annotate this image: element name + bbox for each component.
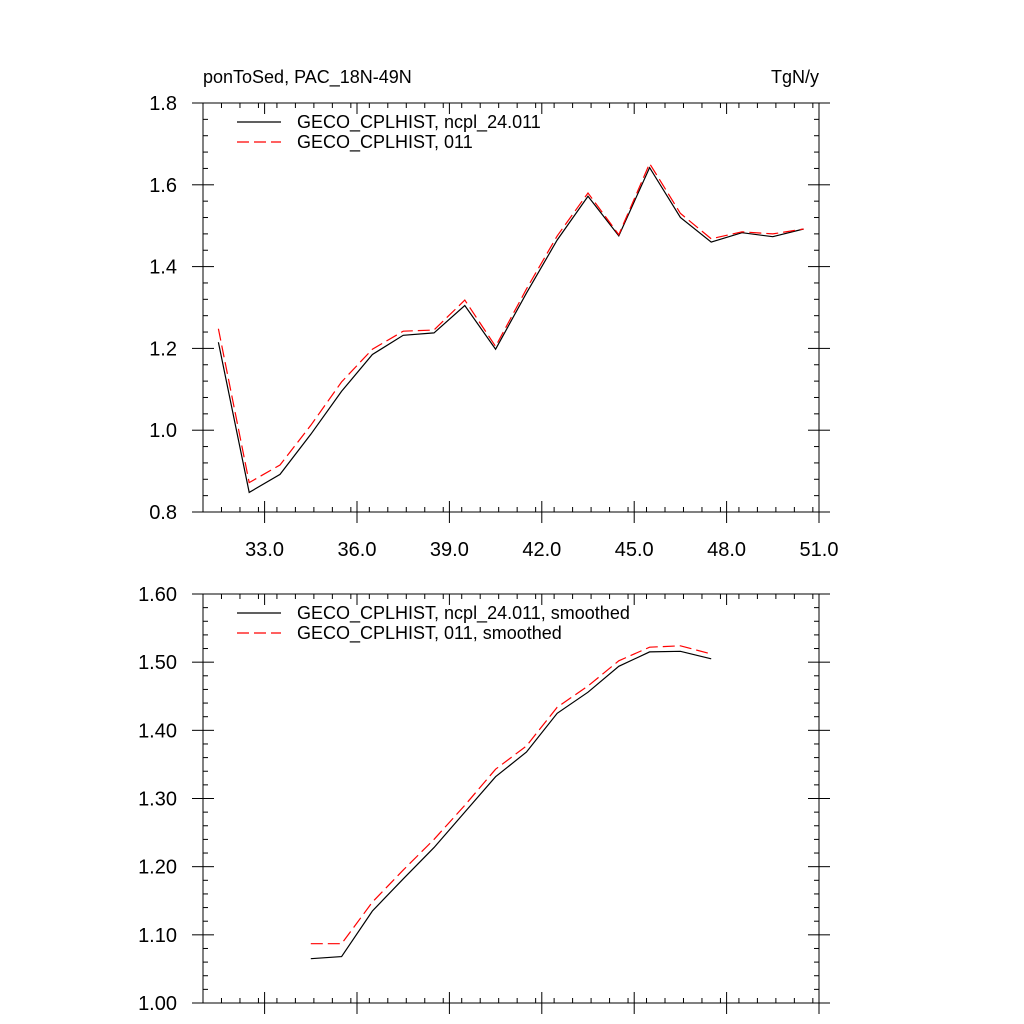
- y-tick-label: 1.6: [149, 175, 177, 197]
- x-tick-label: 45.0: [615, 539, 654, 561]
- y-tick-label: 1.40: [138, 720, 177, 742]
- x-tick-label: 42.0: [522, 539, 561, 561]
- y-tick-label: 0.8: [149, 502, 177, 524]
- legend-label-0: GECO_CPLHIST, ncpl_24.011: [297, 112, 541, 133]
- chart-title-right: TgN/y: [771, 67, 819, 87]
- x-tick-label: 51.0: [800, 539, 839, 561]
- x-tick-label: 36.0: [338, 539, 377, 561]
- y-tick-label: 1.4: [149, 257, 177, 279]
- x-tick-label: 39.0: [430, 539, 469, 561]
- x-tick-label: 48.0: [707, 539, 746, 561]
- chart-title-left: ponToSed, PAC_18N-49N: [203, 67, 412, 88]
- y-tick-label: 1.30: [138, 789, 177, 811]
- plot-frame: [202, 593, 820, 1004]
- y-tick-label: 1.0: [149, 420, 177, 442]
- bottom-panel: 1.00 1.10 1.20 1.30 1.40 1.50 1.60 GECO_CPLHIST…: [138, 584, 830, 1015]
- y-tick-label: 1.8: [149, 93, 177, 115]
- series-line-1: [217, 162, 804, 484]
- series-line-0: [310, 650, 712, 960]
- top-panel: 33.0 36.0 39.0 42.0 45.0 48.0 51.0 0.8 1.0 1.2 1.4…: [149, 93, 838, 561]
- y-tick-label: 1.10: [138, 925, 177, 947]
- y-tick-label: 1.2: [149, 338, 177, 360]
- x-tick-label: 33.0: [245, 539, 284, 561]
- y-tick-label: 1.00: [138, 993, 177, 1015]
- legend-label-1: GECO_CPLHIST, 011, smoothed: [297, 623, 562, 644]
- plot-frame: [202, 102, 820, 513]
- y-tick-label: 1.50: [138, 652, 177, 674]
- series-line-0: [217, 166, 804, 494]
- y-tick-label: 1.20: [138, 857, 177, 879]
- series-line-1: [310, 645, 712, 945]
- legend-label-1: GECO_CPLHIST, 011: [297, 132, 473, 153]
- y-tick-label: 1.60: [138, 584, 177, 606]
- legend-label-0: GECO_CPLHIST, ncpl_24.011, smoothed: [297, 603, 630, 624]
